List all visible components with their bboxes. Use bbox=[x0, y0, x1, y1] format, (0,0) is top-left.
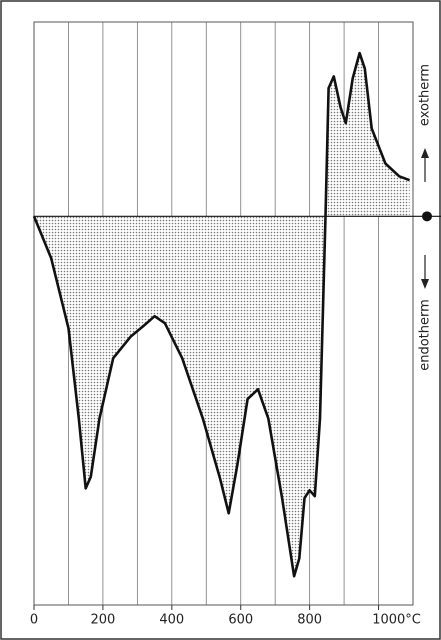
annotation: endotherm bbox=[418, 299, 433, 371]
annotation: exotherm bbox=[418, 64, 433, 126]
x-tick-label: 200 bbox=[90, 613, 115, 628]
x-tick-label: 1000°C bbox=[372, 613, 421, 628]
baseline-dot bbox=[422, 211, 432, 222]
plot-frame bbox=[33, 21, 414, 606]
x-tick-label: 400 bbox=[159, 613, 184, 628]
arrow-head bbox=[421, 148, 429, 158]
curve bbox=[32, 51, 411, 578]
x-tick-label: 0 bbox=[30, 613, 38, 628]
x-tick-label: 800 bbox=[297, 613, 322, 628]
x-tick-label: 600 bbox=[228, 613, 253, 628]
area-fill bbox=[34, 53, 410, 577]
arrow-head bbox=[421, 279, 429, 289]
